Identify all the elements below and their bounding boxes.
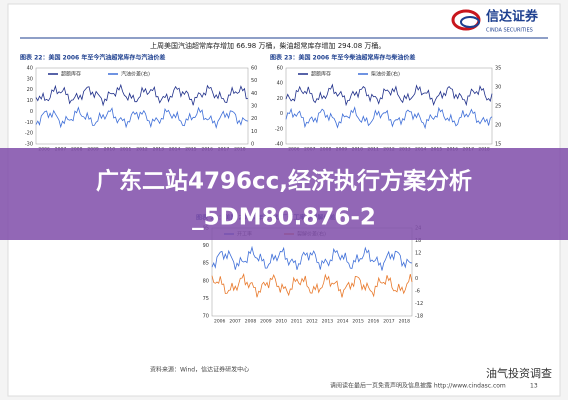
legend-label: 柴油价差(右): [371, 71, 400, 78]
left-tick-label: 40: [27, 66, 33, 72]
right-tick-label: -6: [415, 288, 420, 294]
plot-frame: [35, 67, 249, 145]
right-tick-label: 35: [495, 66, 501, 72]
left-tick-label: 20: [27, 87, 33, 93]
legend-label: 超额库存: [311, 71, 331, 78]
x-tick-label: 2008: [245, 319, 257, 325]
x-tick-label: 2010: [276, 319, 288, 325]
plot-frame: [211, 227, 413, 317]
brand: 信达证券: [486, 9, 539, 25]
left-tick-label: 60: [277, 66, 283, 72]
left-tick-label: 0: [280, 111, 283, 117]
right-tick-label: 30: [251, 104, 257, 110]
right-tick-label: 15: [495, 142, 501, 148]
x-tick-label: 2015: [352, 319, 364, 325]
x-tick-label: 2016: [368, 319, 380, 325]
right-tick-label: -18: [415, 314, 423, 320]
x-tick-label: 2012: [306, 319, 318, 325]
left-tick-label: 85: [203, 261, 209, 267]
x-tick-label: 2017: [383, 319, 395, 325]
left-tick-label: 10: [27, 98, 33, 104]
trace: [35, 83, 249, 107]
left-tick-label: -40: [275, 142, 283, 148]
trace: [211, 245, 413, 271]
left-tick-label: 40: [277, 81, 283, 87]
plot-frame: [285, 67, 493, 145]
right-tick-label: 6: [415, 263, 418, 269]
left-tick-label: 30: [27, 76, 33, 82]
right-tick-label: 60: [251, 66, 257, 72]
figure-title: 图表 22：美国 2006 年至今汽油超常库存与汽油价差: [20, 54, 165, 62]
legend-label: 超额库存: [61, 71, 81, 78]
left-tick-label: 0: [30, 109, 33, 115]
right-tick-label: 12: [415, 251, 421, 257]
left-tick-label: 20: [277, 96, 283, 102]
overlay-banner: [0, 148, 568, 240]
x-tick-label: 2009: [260, 319, 272, 325]
overlay-subtitle: _5DM80.876-2: [192, 205, 376, 231]
trace: [285, 106, 493, 130]
right-tick-label: 25: [495, 104, 501, 110]
summary: 上周美国汽油超常库存增加 66.98 万桶，柴油超常库存增加 294.08 万桶…: [150, 41, 385, 50]
left-tick-label: -30: [25, 142, 33, 148]
disclaimer: 请阅读在最后一页免责声明及信息披露 http://www.cindasc.com: [330, 382, 506, 390]
right-tick-label: 0: [251, 142, 254, 148]
x-tick-label: 2013: [322, 319, 334, 325]
left-tick-label: 75: [203, 296, 209, 302]
right-tick-label: 20: [251, 116, 257, 122]
page-number: 13: [530, 383, 538, 390]
left-tick-label: 80: [203, 278, 209, 284]
x-tick-label: 2011: [291, 319, 303, 325]
left-tick-label: -10: [25, 120, 33, 126]
right-tick-label: 40: [251, 91, 257, 97]
left-tick-label: 70: [203, 314, 209, 320]
left-tick-label: -20: [25, 131, 33, 137]
x-tick-label: 2014: [337, 319, 349, 325]
left-tick-label: 90: [203, 243, 209, 249]
trace: [211, 273, 413, 298]
trace: [35, 106, 249, 129]
logo: 信达证券 CINDA SECURITIES: [451, 9, 539, 34]
right-tick-label: 20: [495, 123, 501, 129]
right-tick-label: 30: [495, 85, 501, 91]
right-tick-label: -12: [415, 301, 423, 307]
brand-en: CINDA SECURITIES: [486, 28, 533, 34]
legend-label: 汽油价差(右): [121, 71, 150, 78]
source: 资料来源：Wind，信达证券研发中心: [150, 366, 249, 374]
right-tick-label: 50: [251, 78, 257, 84]
right-tick-label: 10: [251, 129, 257, 135]
x-tick-label: 2006: [214, 319, 226, 325]
figure-title: 图表 23：美国 2006 年至今柴油超常库存与柴油价差: [270, 54, 415, 62]
watermark: 油气投资调查: [486, 366, 552, 380]
trace: [285, 83, 493, 107]
overlay-title: 广东二站4796cc,经济执行方案分析: [96, 168, 472, 195]
logo-swirl: [460, 16, 480, 28]
x-tick-label: 2007: [229, 319, 241, 325]
right-tick-label: 18: [415, 238, 421, 244]
right-tick-label: 0: [415, 276, 418, 282]
left-tick-label: -20: [275, 126, 283, 132]
x-tick-label: 2018: [399, 319, 411, 325]
